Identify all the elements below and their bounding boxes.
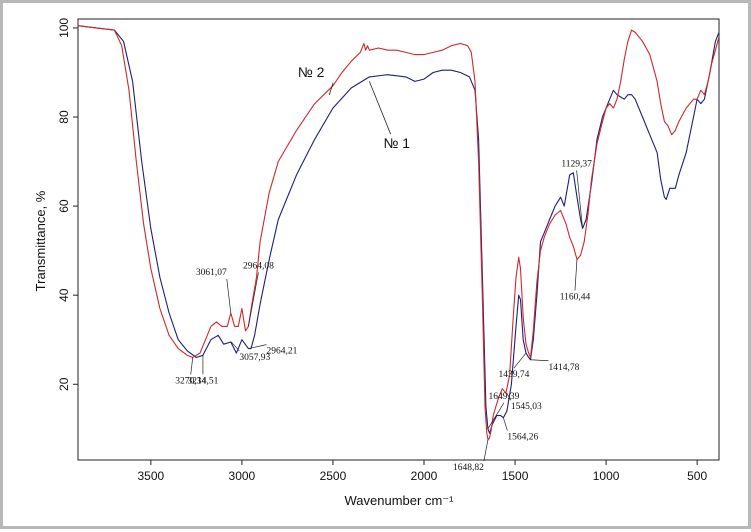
series-line-1 xyxy=(78,25,719,434)
peak-leader xyxy=(530,359,549,362)
peak-label: 1414,78 xyxy=(549,363,580,373)
x-tick-label: 1000 xyxy=(593,469,620,483)
y-tick-label: 60 xyxy=(57,199,71,213)
peak-label: 3214,51 xyxy=(187,376,218,386)
plot-border xyxy=(77,18,720,461)
ftir-chart: 3500 3000 2500 2000 1500 1000 500 20 40 60 80 100 №… xyxy=(33,18,720,508)
x-axis-title: Wavenumber cm⁻¹ xyxy=(345,493,455,508)
peak-label: 2964,21 xyxy=(266,347,297,357)
peak-leader xyxy=(483,439,489,462)
y-tick-label: 20 xyxy=(57,377,71,391)
y-tick-label: 80 xyxy=(57,110,71,124)
peak-leader xyxy=(248,272,259,327)
series-label-2: № 2 xyxy=(298,64,325,80)
peak-label: 3057,93 xyxy=(239,353,270,363)
peak-leader xyxy=(190,357,194,375)
peak-label: 3270,34 xyxy=(175,377,206,387)
series-label-leader xyxy=(328,82,334,95)
x-tick-label: 2000 xyxy=(411,469,438,483)
peak-label: 1439,74 xyxy=(499,370,530,380)
peak-leader xyxy=(576,170,583,229)
peak-label: 1564,26 xyxy=(507,433,538,443)
peak-leader xyxy=(248,344,267,349)
y-tick-label: 100 xyxy=(57,18,71,38)
peak-label: 1649,39 xyxy=(488,392,519,402)
peak-label: 1648,82 xyxy=(453,463,484,473)
peak-leader xyxy=(487,402,505,430)
peak-leader xyxy=(231,341,240,352)
x-tick-label: 2500 xyxy=(320,469,347,483)
peak-leader xyxy=(506,393,512,401)
x-tick-label: 1500 xyxy=(502,469,529,483)
series-line-2 xyxy=(78,25,719,441)
peak-leader xyxy=(513,352,527,369)
peak-label: 2964,08 xyxy=(243,261,274,271)
peak-leader xyxy=(574,259,578,291)
x-tick-label: 3000 xyxy=(229,469,256,483)
peak-label: 1545,03 xyxy=(511,402,542,412)
peak-label: 3061,07 xyxy=(196,268,227,278)
y-tick-label: 40 xyxy=(57,288,71,302)
peak-label: 1129,37 xyxy=(561,159,592,169)
y-axis-title: Transmittance, % xyxy=(33,190,48,291)
x-tick-label: 3500 xyxy=(137,469,164,483)
peak-leader xyxy=(226,278,232,314)
series-label-leader xyxy=(368,81,392,135)
series-label-1: № 1 xyxy=(383,135,410,151)
peak-label: 1160,44 xyxy=(560,293,591,303)
peak-leader xyxy=(503,417,508,431)
x-tick-label: 500 xyxy=(687,469,707,483)
